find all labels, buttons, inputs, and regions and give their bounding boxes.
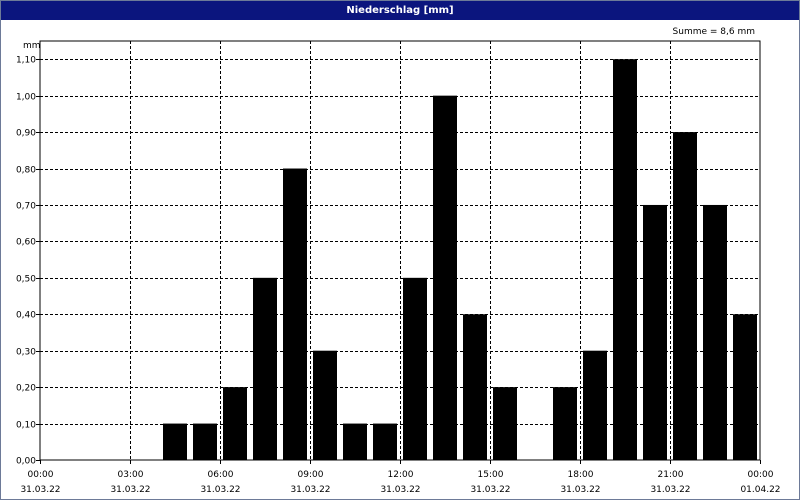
y-tick-label: 1,10 (16, 56, 36, 66)
bar (613, 59, 637, 460)
chart-title: Niederschlag [mm] (1, 1, 799, 20)
y-tick-label: 0,00 (16, 457, 36, 467)
bar (433, 95, 457, 461)
y-tick-label: 0,60 (16, 238, 36, 248)
y-tick-label: 1,00 (16, 93, 36, 103)
y-tick-label: 0,90 (16, 129, 36, 139)
bar (313, 350, 337, 460)
bar (373, 423, 397, 460)
bar (643, 204, 667, 460)
x-tick-label-time: 06:00 (208, 470, 234, 480)
y-tick-label: 0,20 (16, 384, 36, 394)
x-tick-label-time: 18:00 (568, 470, 594, 480)
bar (283, 168, 307, 461)
x-tick-label-time: 15:00 (478, 470, 504, 480)
bar (253, 277, 277, 460)
bar (223, 387, 247, 460)
bar (703, 204, 727, 460)
x-tick-label-time: 09:00 (298, 470, 324, 480)
bar (343, 423, 367, 460)
y-tick-label: 0,50 (16, 275, 36, 285)
bar (673, 132, 697, 460)
x-tick-label-date: 31.03.22 (20, 485, 60, 495)
y-axis-unit-label: mm (23, 41, 41, 51)
x-tick-label-date: 31.03.22 (380, 485, 420, 495)
x-tick-label-time: 00:00 (748, 470, 774, 480)
y-tick-label: 0,70 (16, 202, 36, 212)
x-tick-label-date: 31.03.22 (290, 485, 330, 495)
x-tick-label-time: 21:00 (658, 470, 684, 480)
bar (733, 314, 757, 460)
x-tick-label-time: 00:00 (28, 470, 54, 480)
bar (163, 423, 187, 460)
x-tick-label-date: 31.03.22 (650, 485, 690, 495)
x-tick-label-date: 31.03.22 (200, 485, 240, 495)
y-tick-label: 0,40 (16, 311, 36, 321)
x-tick-label-date: 31.03.22 (560, 485, 600, 495)
x-tick-label-time: 03:00 (118, 470, 144, 480)
bar (463, 314, 487, 460)
y-tick-label: 0,80 (16, 166, 36, 176)
bar (193, 423, 217, 460)
sum-annotation: Summe = 8,6 mm (673, 27, 755, 37)
bar (583, 350, 607, 460)
x-tick-label-date: 31.03.22 (110, 485, 150, 495)
x-tick-label-date: 31.03.22 (470, 485, 510, 495)
y-tick-label: 0,30 (16, 348, 36, 358)
y-tick-label: 0,10 (16, 421, 36, 431)
x-tick-label-date: 01.04.22 (740, 485, 780, 495)
bar (553, 387, 577, 460)
x-tick-label-time: 12:00 (388, 470, 414, 480)
bar (493, 387, 517, 460)
bar (403, 277, 427, 460)
